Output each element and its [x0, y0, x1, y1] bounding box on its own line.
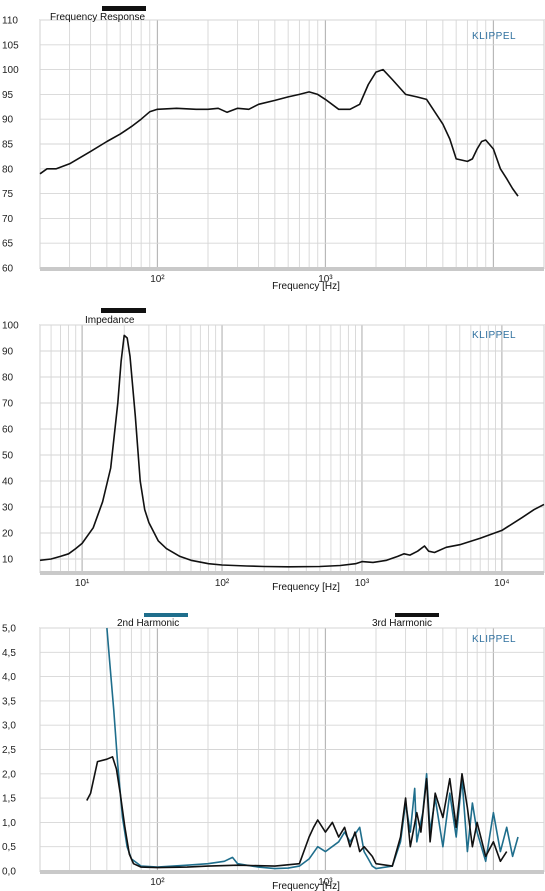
x-tick-label: 10³ [318, 274, 333, 285]
x-tick-label: 10⁴ [494, 578, 509, 589]
legend-swatch [395, 613, 439, 617]
x-axis-strip [40, 267, 544, 271]
y-tick-label: 0,5 [2, 842, 16, 853]
series-line [39, 334, 545, 568]
y-tick-label: 110 [2, 16, 18, 27]
y-tick-label: 1,0 [2, 818, 16, 829]
chart-title: Impedance [85, 315, 135, 326]
y-tick-label: 0,0 [2, 867, 16, 878]
impedance-chart: 10 20 30 40 50 60 70 80 90 100 10¹ 10² 10³ 10⁴ Frequen… [2, 308, 545, 593]
series-line [39, 68, 519, 197]
x-tick-label: 10¹ [75, 578, 90, 589]
y-tick-label: 4,5 [2, 648, 16, 659]
y-tick-label: 3,0 [2, 721, 16, 732]
y-tick-label: 4,0 [2, 672, 16, 683]
x-tick-label: 10³ [355, 578, 370, 589]
y-tick-label: 105 [2, 40, 19, 51]
series-line [106, 627, 519, 870]
x-tick-label: 10³ [318, 877, 333, 888]
plot-area [39, 324, 545, 573]
y-tick-label: 50 [2, 451, 14, 462]
y-tick-label: 60 [2, 425, 14, 436]
y-tick-label: 20 [2, 529, 14, 540]
y-tick-label: 80 [2, 373, 14, 384]
y-tick-label: 60 [2, 264, 14, 275]
y-tick-label: 40 [2, 477, 14, 488]
series-line [86, 756, 508, 869]
legend-label: 2nd Harmonic [117, 618, 179, 629]
chart-title: Frequency Response [50, 12, 145, 23]
y-tick-label: 95 [2, 90, 14, 101]
y-tick-label: 85 [2, 140, 14, 151]
y-tick-label: 65 [2, 239, 14, 250]
y-tick-label: 3,5 [2, 696, 16, 707]
brand-label: KLIPPEL [472, 31, 516, 42]
y-tick-label: 90 [2, 115, 14, 126]
y-tick-label: 5,0 [2, 624, 16, 635]
x-tick-label: 10² [150, 274, 165, 285]
y-tick-label: 2,5 [2, 745, 16, 756]
x-axis-strip [40, 870, 544, 874]
y-tick-label: 100 [2, 321, 19, 332]
x-tick-label: 10² [215, 578, 230, 589]
y-tick-label: 80 [2, 164, 14, 175]
y-tick-label: 90 [2, 347, 14, 358]
x-axis-label: Frequency [Hz] [272, 582, 340, 593]
x-axis-label: Frequency [Hz] [272, 281, 340, 292]
brand-label: KLIPPEL [472, 330, 516, 341]
brand-label: KLIPPEL [472, 634, 516, 645]
vertical-gridlines [39, 325, 545, 572]
y-tick-label: 2,0 [2, 769, 16, 780]
title-swatch [102, 6, 146, 11]
y-tick-label: 70 [2, 399, 14, 410]
legend-label: 3rd Harmonic [372, 618, 432, 629]
x-axis-strip [40, 571, 544, 575]
y-tick-label: 75 [2, 189, 14, 200]
y-tick-label: 70 [2, 214, 14, 225]
horizontal-gridlines [40, 324, 544, 560]
title-swatch [101, 308, 146, 313]
x-axis-label: Frequency [Hz] [272, 881, 340, 891]
legend-swatch [144, 613, 188, 617]
harmonics-chart: 0,0 0,5 1,0 1,5 2,0 2,5 3,0 3,5 4,0 4,5 5,0 10² 10³F… [2, 613, 545, 891]
y-tick-label: 10 [2, 555, 14, 566]
x-tick-label: 10² [150, 877, 165, 888]
y-tick-label: 100 [2, 65, 19, 76]
y-tick-label: 30 [2, 503, 14, 514]
y-tick-label: 1,5 [2, 794, 16, 805]
